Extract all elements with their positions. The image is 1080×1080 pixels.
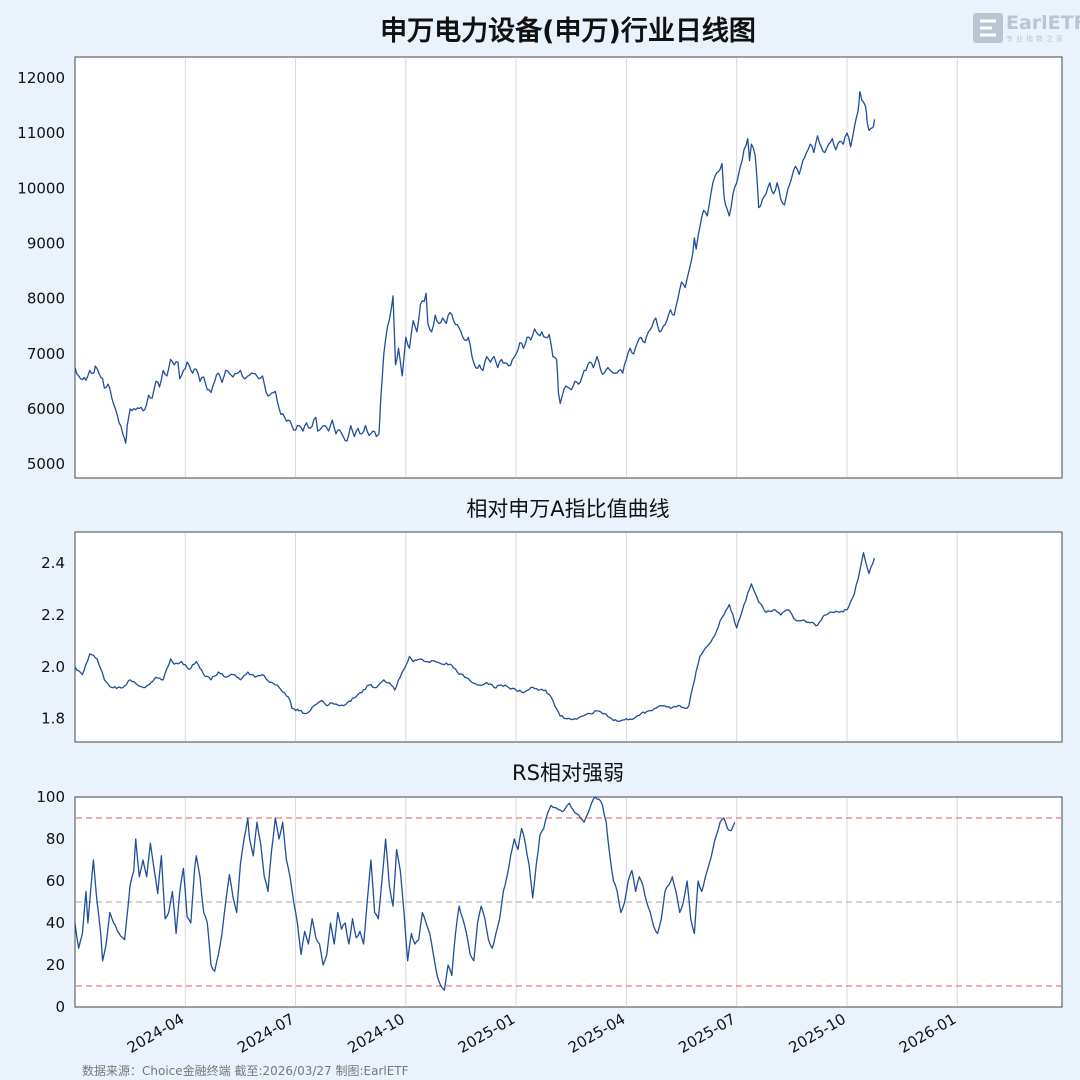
plot-area-ratio <box>74 531 1063 743</box>
brand-logo-icon <box>973 13 1003 43</box>
series-line-rs <box>74 796 736 991</box>
chart-title-rs: RS相对强弱 <box>512 761 624 785</box>
series-lines <box>74 91 876 991</box>
x-tick-label: 2024-10 <box>345 1010 408 1057</box>
y-tick-label: 60 <box>46 872 65 890</box>
y-tick-label: 2.4 <box>41 554 65 572</box>
reference-lines <box>76 817 1061 987</box>
x-tick-label: 2025-04 <box>565 1010 628 1057</box>
x-tick-label: 2024-07 <box>234 1010 297 1057</box>
chart-title-main: 申万电力设备(申万)行业日线图 <box>380 15 756 47</box>
y-tick-label: 40 <box>46 914 65 932</box>
grid-lines <box>184 58 958 1006</box>
x-tick-label: 2025-10 <box>786 1010 849 1057</box>
y-tick-labels: 5000 6000 7000 8000 9000 10000 11000 12000 1.8 2.… <box>17 69 65 1016</box>
brand-logo: EarlETF 专业指数之家 <box>972 10 1080 46</box>
x-tick-label: 2025-01 <box>455 1010 518 1057</box>
y-tick-label: 80 <box>46 830 65 848</box>
footer-source: 数据来源：Choice金融终端 截至:2026/03/27 制图:EarlETF <box>82 1064 409 1078</box>
x-tick-label: 2024-04 <box>124 1010 187 1057</box>
series-line-price <box>74 91 876 444</box>
x-tick-label: 2025-07 <box>675 1010 738 1057</box>
y-tick-label: 5000 <box>27 455 65 473</box>
y-tick-label: 1.8 <box>41 710 65 728</box>
y-tick-label: 10000 <box>17 179 65 197</box>
x-tick-label: 2026-01 <box>896 1010 959 1057</box>
y-tick-label: 100 <box>36 788 65 806</box>
series-line-ratio <box>74 552 876 722</box>
y-tick-label: 12000 <box>17 69 65 87</box>
chart-title-ratio: 相对申万A指比值曲线 <box>466 497 669 521</box>
plot-area-price <box>74 56 1063 479</box>
y-tick-label: 2.0 <box>41 658 65 676</box>
y-tick-label: 20 <box>46 956 65 974</box>
brand-name: EarlETF <box>1006 12 1080 34</box>
y-tick-label: 2.2 <box>41 606 65 624</box>
y-tick-label: 11000 <box>17 124 65 142</box>
x-tick-labels: 2024-04 2024-07 2024-10 2025-01 2025-04 2025-… <box>124 1010 959 1057</box>
y-tick-label: 0 <box>55 998 65 1016</box>
y-tick-label: 8000 <box>27 290 65 308</box>
y-tick-label: 9000 <box>27 234 65 252</box>
brand-tagline: 专业指数之家 <box>1006 35 1066 43</box>
y-tick-label: 6000 <box>27 400 65 418</box>
y-tick-label: 7000 <box>27 345 65 363</box>
